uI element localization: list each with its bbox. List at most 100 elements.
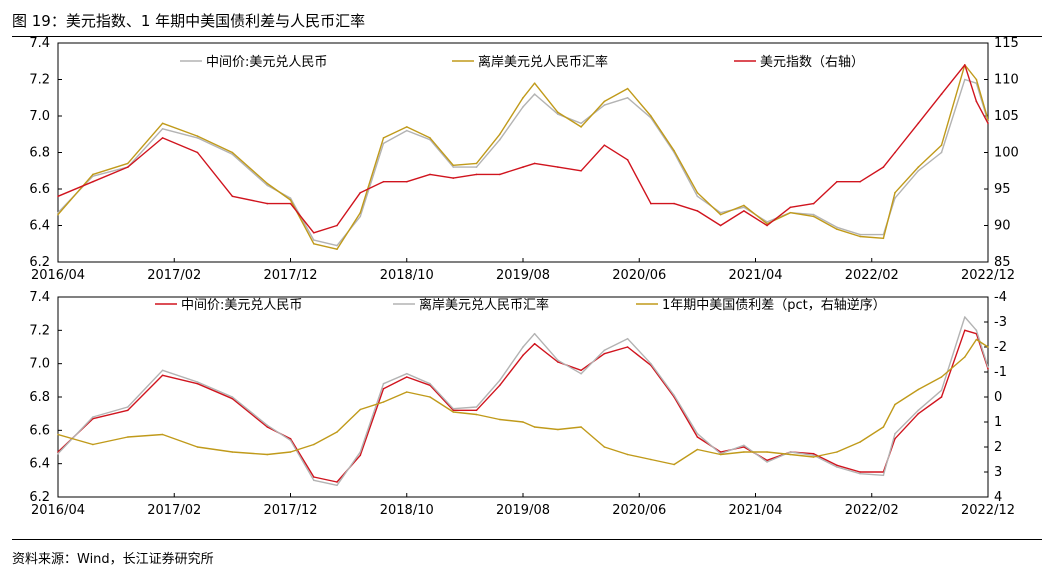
series-0-point: [812, 213, 815, 216]
x-tick-label: 2019/08: [496, 268, 550, 283]
series-0-point: [475, 409, 478, 412]
series-1-point: [964, 316, 966, 318]
x-tick-label: 2017/02: [147, 268, 201, 283]
y-right-tick-label: -3: [994, 315, 1007, 330]
series-2-point: [836, 451, 838, 453]
y-right-tick-label: 3: [994, 465, 1002, 480]
series-2-point: [743, 210, 745, 212]
series-1-point: [940, 144, 943, 146]
y-left-tick-label: 7.0: [29, 357, 50, 372]
series-0-point: [766, 459, 768, 462]
series-1-point: [975, 329, 978, 332]
y-right-tick-label: 90: [994, 219, 1011, 234]
series-2-point: [696, 448, 699, 451]
series-2-point: [650, 458, 652, 461]
series-2-point: [266, 202, 269, 205]
series-0-point: [161, 374, 164, 377]
x-tick-label: 2022/02: [845, 503, 899, 518]
series-2-point: [313, 232, 315, 234]
series-1-point: [812, 454, 815, 457]
series-2-point: [859, 180, 861, 183]
chart-top: 6.2 6.4 6.6 6.8 7.0 7.2 7.4 85 90 95 100 105 110 115 2…: [29, 36, 1019, 283]
series-2-point: [789, 453, 792, 456]
series-2-point: [522, 421, 524, 423]
series-2-point: [719, 453, 722, 456]
x-tick-label: 2020/06: [612, 503, 666, 518]
series-0-point: [940, 151, 943, 154]
y-right-tick-label: -2: [994, 340, 1007, 355]
series-1-point: [766, 222, 768, 225]
series-1-point: [92, 416, 94, 418]
series-1-point: [696, 432, 699, 435]
series-1-point: [522, 346, 524, 348]
series-1-point: [336, 484, 338, 487]
series-0-point: [499, 384, 501, 387]
series-2-point: [406, 391, 408, 393]
x-tick-label: 2017/12: [263, 268, 317, 283]
series-0-point: [452, 409, 455, 412]
y-left-tick-label: 6.8: [29, 146, 50, 161]
series-0-point: [406, 129, 408, 132]
series-1-point: [161, 369, 164, 372]
series-0-point: [987, 367, 989, 370]
y-right-tick-label: 100: [994, 146, 1019, 161]
series-2-point: [719, 224, 722, 227]
series-2-point: [127, 166, 129, 168]
x-tick-label: 2017/12: [263, 503, 317, 518]
y-right-tick-label: 115: [994, 36, 1019, 51]
x-tick-label: 2018/10: [380, 268, 434, 283]
series-1-point: [882, 474, 885, 477]
series-2-point: [964, 64, 966, 66]
top-rule: [12, 36, 1042, 37]
series-1-point: [231, 151, 234, 154]
series-1-point: [650, 115, 652, 117]
series-2-point: [289, 202, 292, 205]
series-0-point: [917, 170, 920, 172]
legend-label-2: 1年期中美国债利差（pct，右轴逆序）: [662, 297, 886, 313]
series-0-point: [836, 464, 838, 467]
series-2-point: [92, 180, 94, 183]
series-2-point: [127, 436, 129, 438]
series-1-point: [987, 366, 989, 368]
x-tick-label: 2022/02: [845, 268, 899, 283]
y-left-tick-label: 7.2: [29, 323, 50, 338]
series-0-point: [580, 369, 582, 372]
y-left-tick-label: 7.2: [29, 73, 50, 88]
series-0-point: [266, 426, 269, 428]
series-1-point: [917, 409, 920, 412]
series-1-point: [603, 349, 606, 352]
series-2-point: [975, 100, 978, 103]
x-tick-label: 2020/06: [612, 268, 666, 283]
series-0-point: [894, 437, 896, 440]
series-2-point: [836, 180, 838, 183]
y-left-tick-label: 6.2: [29, 255, 50, 270]
series-2-point: [522, 166, 524, 168]
x-tick-label: 2016/04: [31, 268, 85, 283]
series-1-point: [313, 243, 315, 245]
series-2-point: [673, 202, 675, 205]
series-1-point: [313, 479, 315, 482]
series-0-point: [940, 396, 943, 398]
series-1-point: [452, 407, 455, 410]
y-right-tick-label: -1: [994, 365, 1007, 380]
series-2-point: [231, 451, 234, 453]
series-2-point: [940, 376, 943, 378]
y-right-tick-label: 105: [994, 109, 1019, 124]
y-right-tick-label: 85: [994, 255, 1011, 270]
y-left-tick-label: 7.4: [29, 36, 50, 51]
series-0-point: [475, 166, 478, 168]
series-1-point: [231, 396, 234, 398]
y-right-tick-label: 95: [994, 182, 1011, 197]
series-2-point: [917, 388, 920, 391]
series-0-point: [603, 104, 606, 106]
series-1-point: [719, 213, 722, 216]
series-1-point: [650, 362, 652, 365]
series-0-point: [289, 437, 292, 440]
series-1-point: [836, 466, 838, 468]
series-0-point: [533, 93, 536, 95]
series-1-point: [673, 149, 675, 152]
series-2-point: [475, 413, 478, 416]
series-2-point: [359, 191, 362, 194]
series-2-point: [859, 441, 861, 443]
